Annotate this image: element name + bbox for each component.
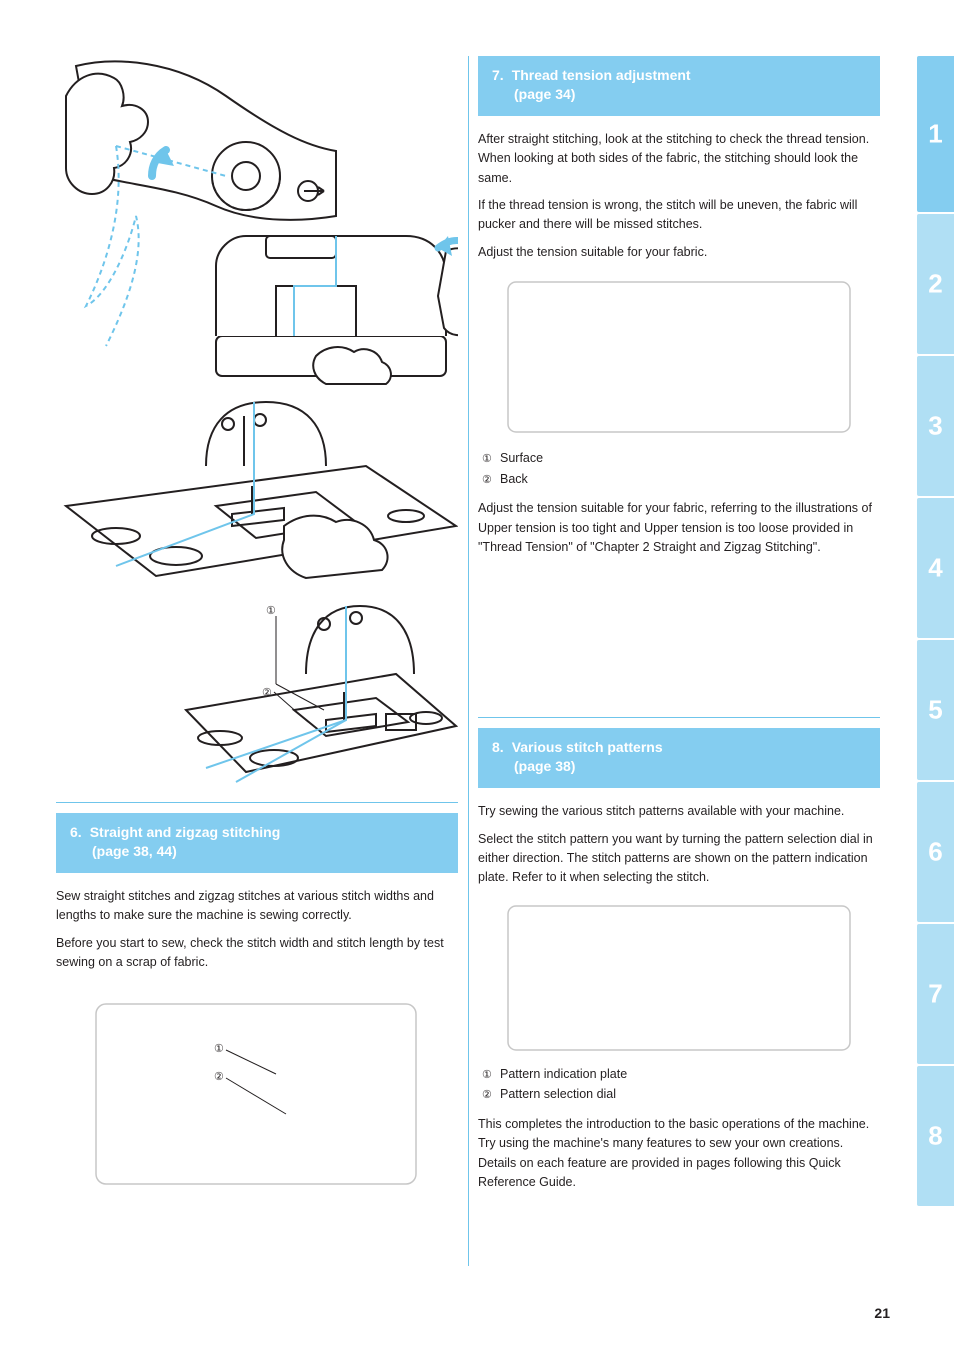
illustration-dial-plate: ① ②	[56, 984, 458, 1204]
section-6-para2: Before you start to sew, check the stitc…	[56, 934, 458, 973]
side-tab-2[interactable]: 2	[917, 214, 954, 354]
section-8-tail: This completes the introduction to the b…	[478, 1115, 880, 1193]
side-tab-1[interactable]: 1	[917, 56, 954, 212]
manual-page: 1 2 3 4 5 6 7 8	[0, 0, 954, 1351]
section-8-para3: This completes the introduction to the b…	[478, 1115, 880, 1193]
section-8-body: Try sewing the various stitch patterns a…	[478, 802, 880, 888]
heading-number: 6.	[70, 824, 82, 840]
side-tab-8[interactable]: 8	[917, 1066, 954, 1206]
svg-text:①: ①	[266, 605, 276, 617]
side-tab-strip: 1 2 3 4 5 6 7 8	[917, 56, 954, 1208]
svg-text:②: ②	[262, 687, 272, 699]
heading-text-line1: Straight and zigzag stitching	[90, 824, 281, 840]
heading-text-line2: (page 34)	[492, 85, 866, 104]
callout-row: ② Pattern selection dial	[482, 1084, 880, 1105]
section-7-para1: After straight stitching, look at the st…	[478, 130, 880, 188]
heading-text-line2: (page 38)	[492, 757, 866, 776]
illustration-bobbin-pull	[56, 56, 458, 396]
section-divider	[478, 717, 880, 718]
section-8-para2: Select the stitch pattern you want by tu…	[478, 830, 880, 888]
illustration-two-threads: ① ②	[176, 592, 458, 792]
side-tab-4[interactable]: 4	[917, 498, 954, 638]
callout-num: ②	[482, 1087, 500, 1105]
section-8-para1: Try sewing the various stitch patterns a…	[478, 802, 880, 821]
page-number: 21	[874, 1305, 890, 1321]
callout-label: Back	[500, 469, 880, 489]
callout-row: ① Surface	[482, 448, 880, 469]
section-6-body: Sew straight stitches and zigzag stitche…	[56, 887, 458, 973]
callout-row: ① Pattern indication plate	[482, 1064, 880, 1085]
section-heading-8: 8. Various stitch patterns (page 38)	[478, 728, 880, 788]
section-7-tail: Adjust the tension suitable for your fab…	[478, 499, 880, 557]
section-7-callouts: ① Surface ② Back	[482, 448, 880, 489]
callout-num: ①	[482, 1067, 500, 1085]
heading-number: 8.	[492, 739, 504, 755]
section-6-para1: Sew straight stitches and zigzag stitche…	[56, 887, 458, 926]
heading-text-line1: Thread tension adjustment	[512, 67, 691, 83]
illustration-presser-foot-hand	[56, 396, 458, 586]
section-7-body: After straight stitching, look at the st…	[478, 130, 880, 262]
section-heading-7: 7. Thread tension adjustment (page 34)	[478, 56, 880, 116]
side-tab-5[interactable]: 5	[917, 640, 954, 780]
side-tab-6[interactable]: 6	[917, 782, 954, 922]
left-column: ① ② 6. Straight and zigzag stitching (pag…	[56, 56, 458, 1204]
section-8-callouts: ① Pattern indication plate ② Pattern sel…	[482, 1064, 880, 1105]
callout-label: Surface	[500, 448, 880, 468]
callout-row: ② Back	[482, 469, 880, 490]
heading-text-line1: Various stitch patterns	[512, 739, 663, 755]
callout-label: Pattern indication plate	[500, 1064, 880, 1084]
side-tab-7[interactable]: 7	[917, 924, 954, 1064]
svg-text:①: ①	[214, 1043, 224, 1055]
section-divider	[56, 802, 458, 803]
callout-num: ②	[482, 472, 500, 490]
section-heading-6: 6. Straight and zigzag stitching (page 38…	[56, 813, 458, 873]
side-tab-3[interactable]: 3	[917, 356, 954, 496]
section-7-para4: Adjust the tension suitable for your fab…	[478, 499, 880, 557]
heading-number: 7.	[492, 67, 504, 83]
callout-label: Pattern selection dial	[500, 1084, 880, 1104]
column-divider	[468, 56, 469, 1266]
illustration-pattern-dial	[478, 898, 880, 1058]
svg-text:②: ②	[214, 1071, 224, 1083]
illustration-tension	[478, 272, 880, 442]
callout-num: ①	[482, 451, 500, 469]
section-7-para3: Adjust the tension suitable for your fab…	[478, 243, 880, 262]
heading-text-line2: (page 38, 44)	[70, 842, 444, 861]
section-7-para2: If the thread tension is wrong, the stit…	[478, 196, 880, 235]
right-column: 7. Thread tension adjustment (page 34) Af…	[478, 56, 880, 1193]
